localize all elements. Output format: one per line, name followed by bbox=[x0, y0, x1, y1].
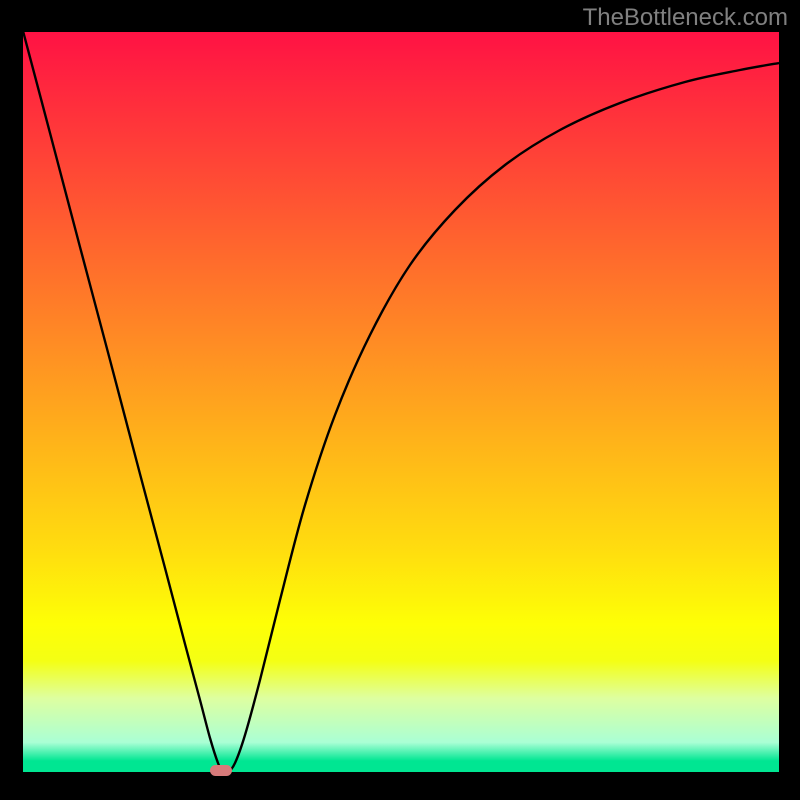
plot-area bbox=[23, 32, 779, 772]
watermark-text: TheBottleneck.com bbox=[583, 4, 788, 32]
minimum-marker bbox=[210, 765, 232, 776]
chart-container: TheBottleneck.com bbox=[0, 0, 800, 800]
curve-line bbox=[23, 32, 779, 772]
